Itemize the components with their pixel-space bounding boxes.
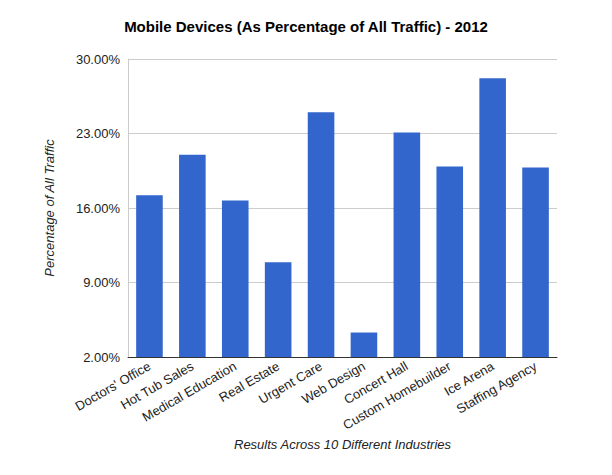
- svg-text:23.00%: 23.00%: [76, 126, 121, 141]
- svg-text:Real Estate: Real Estate: [216, 358, 282, 406]
- svg-text:30.00%: 30.00%: [76, 52, 121, 67]
- svg-text:Web Design: Web Design: [299, 358, 368, 407]
- svg-text:Mobile Devices (As Percentage: Mobile Devices (As Percentage of All Tra…: [124, 18, 488, 35]
- svg-text:Results Across 10 Different In: Results Across 10 Different Industries: [234, 437, 451, 452]
- svg-text:Hot Tub Sales: Hot Tub Sales: [118, 358, 197, 413]
- svg-text:Medical Education: Medical Education: [139, 358, 239, 425]
- svg-text:16.00%: 16.00%: [76, 201, 121, 216]
- svg-text:Concert Hall: Concert Hall: [341, 358, 411, 408]
- svg-text:Percentage of All Traffic: Percentage of All Traffic: [42, 139, 57, 277]
- svg-text:9.00%: 9.00%: [83, 275, 120, 290]
- svg-text:Staffing Agency: Staffing Agency: [454, 358, 540, 416]
- svg-text:Doctors' Office: Doctors' Office: [72, 358, 154, 414]
- svg-text:2.00%: 2.00%: [83, 350, 120, 365]
- svg-text:Urgent Care: Urgent Care: [256, 358, 325, 407]
- svg-text:Custom Homebuilder: Custom Homebuilder: [340, 358, 454, 432]
- svg-text:Ice Arena: Ice Arena: [441, 358, 497, 399]
